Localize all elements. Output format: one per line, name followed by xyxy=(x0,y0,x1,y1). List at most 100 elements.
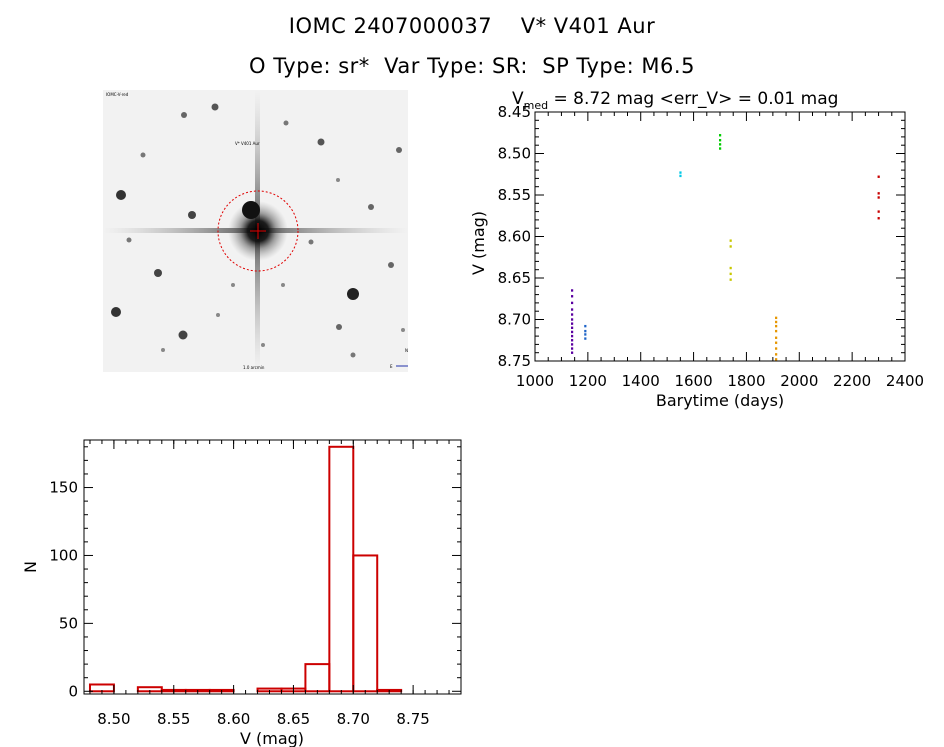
lightcurve-point-group1 xyxy=(571,343,574,346)
lightcurve-point-group3 xyxy=(679,171,682,174)
histogram-x-axis: 8.50 8.55 8.60 8.65 8.70 8.75 xyxy=(89,440,450,728)
lightcurve-ytick-label: 8.70 xyxy=(498,311,531,329)
compass-e-label: E xyxy=(390,364,393,369)
lightcurve-xtick-label: 2000 xyxy=(780,372,818,390)
lightcurve-point-group1 xyxy=(571,347,574,350)
histogram-ytick-label: 0 xyxy=(68,682,78,700)
lightcurve-xtick-label: 2200 xyxy=(833,372,871,390)
lightcurve-point-group6 xyxy=(775,329,778,333)
histogram-bars xyxy=(88,445,403,693)
histogram-frame xyxy=(83,439,462,695)
lightcurve-point-group1 xyxy=(571,308,574,311)
lightcurve-point-group6 xyxy=(775,316,778,320)
lightcurve-xtick-label: 1000 xyxy=(516,372,554,390)
lightcurve-xtick-label: 1200 xyxy=(569,372,607,390)
lightcurve-point-group1 xyxy=(571,318,574,321)
lightcurve-point-group6 xyxy=(775,324,778,328)
lightcurve-point-group5 xyxy=(729,266,732,270)
histogram-bar xyxy=(328,445,355,693)
lightcurve-xtick-label: 1400 xyxy=(622,372,660,390)
lightcurve-point-group1 xyxy=(571,351,574,354)
lightcurve-point-group4 xyxy=(719,143,722,146)
lightcurve-point-group4 xyxy=(719,147,722,150)
lightcurve-point-group1 xyxy=(571,295,574,298)
lightcurve-point-group2 xyxy=(584,333,587,336)
target-circle xyxy=(217,190,299,272)
lightcurve-xtick-label: 1600 xyxy=(674,372,712,390)
lightcurve-point-group2 xyxy=(584,337,587,340)
sky-image: IOMC-V-red V* V401 Aur 1.0 arcmin N E xyxy=(103,90,408,372)
lightcurve-title-sub: med xyxy=(524,99,548,112)
lightcurve-ytick-label: 8.50 xyxy=(498,145,531,163)
lightcurve-point-group1 xyxy=(571,301,574,305)
lightcurve-y-axis: 8.45 8.50 8.55 8.60 8.65 8.70 8.75 xyxy=(498,103,905,370)
histogram-bar xyxy=(304,663,331,693)
lightcurve-point-group1 xyxy=(571,339,574,342)
sky-label-target: V* V401 Aur xyxy=(235,141,260,146)
lightcurve-point-group4 xyxy=(719,139,722,142)
histogram-xtick-label: 8.70 xyxy=(337,710,370,728)
lightcurve-xtick-label: 1800 xyxy=(727,372,765,390)
sky-label-band: IOMC-V-red xyxy=(106,92,129,97)
lightcurve-point-group6 xyxy=(775,336,778,339)
lightcurve-point-group1 xyxy=(571,334,574,338)
lightcurve-point-group6 xyxy=(775,353,778,356)
lightcurve-point-group6 xyxy=(775,358,778,361)
lightcurve-point-group7 xyxy=(877,192,880,195)
lightcurve-points xyxy=(571,134,880,361)
lightcurve-point-group5 xyxy=(729,272,732,276)
histogram-ytick-label: 150 xyxy=(49,479,78,497)
lightcurve-point-group6 xyxy=(775,320,778,324)
lightcurve-ytick-label: 8.65 xyxy=(498,269,531,287)
lightcurve-point-group7 xyxy=(877,196,880,199)
lightcurve-point-group5 xyxy=(729,278,732,281)
lightcurve-xtick-label: 2400 xyxy=(886,372,924,390)
lightcurve-point-group4 xyxy=(719,134,722,137)
lightcurve-point-group1 xyxy=(571,326,574,329)
histogram-xtick-label: 8.55 xyxy=(157,710,190,728)
lightcurve-point-group1 xyxy=(571,313,574,316)
histogram-xtick-label: 8.75 xyxy=(396,710,429,728)
lightcurve-point-group2 xyxy=(584,329,587,333)
lightcurve-point-group5 xyxy=(729,239,732,242)
lightcurve-ytick-label: 8.55 xyxy=(498,186,531,204)
lightcurve-point-group7 xyxy=(877,210,880,213)
lightcurve-title: Vmed = 8.72 mag <err_V> = 0.01 mag xyxy=(512,89,838,112)
histogram-xtick-label: 8.60 xyxy=(217,710,250,728)
lightcurve-title-rest: = 8.72 mag <err_V> = 0.01 mag xyxy=(548,89,838,109)
lightcurve-point-group6 xyxy=(775,341,778,344)
lightcurve-xlabel: Barytime (days) xyxy=(656,391,784,410)
lightcurve-x-axis: 1000 1200 1400 1600 1800 2000 2200 2400 xyxy=(516,112,924,390)
chart-title-line2: O Type: sr* Var Type: SR: SP Type: M6.5 xyxy=(249,54,695,78)
companion-star xyxy=(242,201,260,219)
lightcurve-point-group3 xyxy=(679,174,682,178)
lightcurve-point-group7 xyxy=(877,217,880,220)
histogram-y-axis: 0 50 100 150 xyxy=(49,446,461,700)
lightcurve-chart: Vmed = 8.72 mag <err_V> = 0.01 mag 1000 1… xyxy=(469,89,924,410)
histogram-xlabel: V (mag) xyxy=(240,729,304,747)
histogram-bar xyxy=(352,554,379,693)
lightcurve-point-group1 xyxy=(571,322,574,325)
lightcurve-ytick-label: 8.60 xyxy=(498,228,531,246)
lightcurve-point-group1 xyxy=(571,289,574,292)
histogram-xtick-label: 8.65 xyxy=(277,710,310,728)
lightcurve-ytick-label: 8.75 xyxy=(498,352,531,370)
sky-label-scale: 1.0 arcmin xyxy=(243,365,265,370)
lightcurve-point-group7 xyxy=(877,175,880,178)
lightcurve-ylabel: V (mag) xyxy=(469,211,488,275)
chart-title-line1: IOMC 2407000037 V* V401 Aur xyxy=(288,14,656,38)
lightcurve-ytick-label: 8.45 xyxy=(498,103,531,121)
histogram-ylabel: N xyxy=(21,561,40,573)
lightcurve-point-group6 xyxy=(775,347,778,350)
lightcurve-point-group5 xyxy=(729,245,732,248)
lightcurve-title-v: V xyxy=(512,89,524,109)
histogram-xtick-label: 8.50 xyxy=(97,710,130,728)
histogram-chart: 8.50 8.55 8.60 8.65 8.70 8.75 0 50 100 150 V (ma… xyxy=(21,439,462,747)
histogram-ytick-label: 100 xyxy=(49,546,78,564)
lightcurve-point-group1 xyxy=(571,330,574,334)
histogram-ytick-label: 50 xyxy=(59,614,78,632)
lightcurve-point-group2 xyxy=(584,324,587,328)
field-stars xyxy=(111,103,405,358)
compass-n-label: N xyxy=(405,348,408,353)
